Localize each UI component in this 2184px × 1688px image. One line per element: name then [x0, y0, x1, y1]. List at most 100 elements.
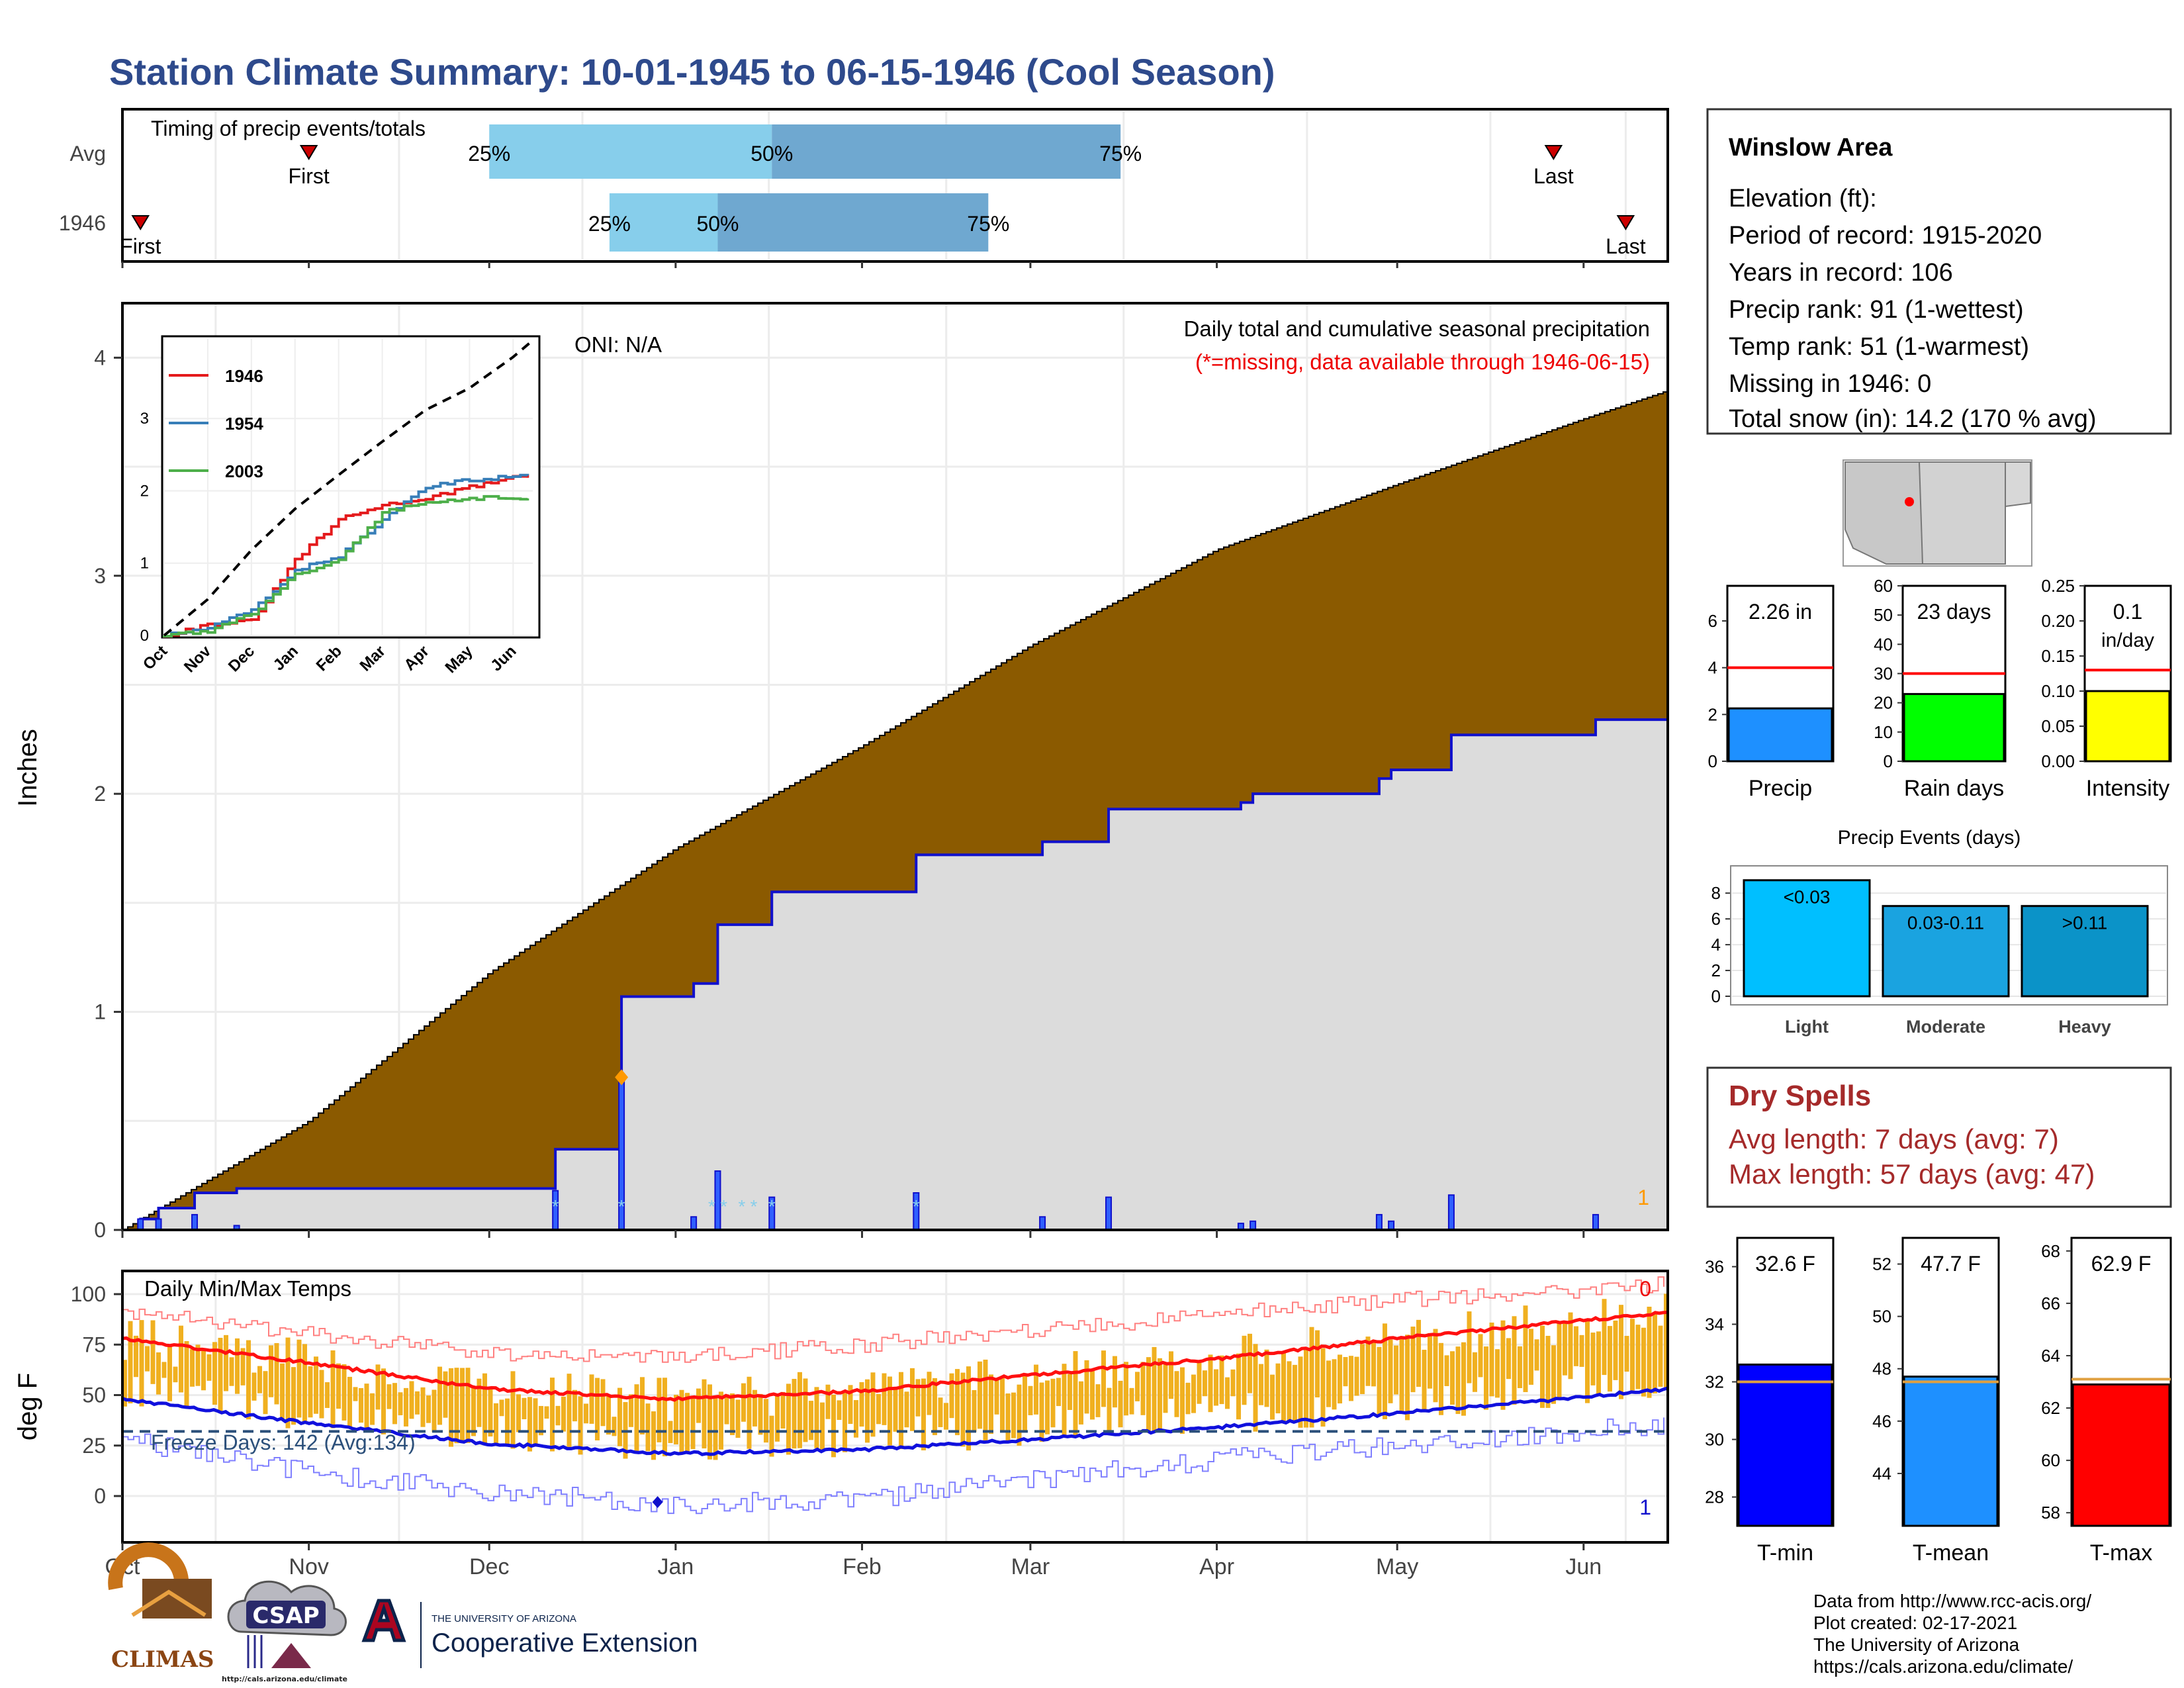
temp-daily-bar [314, 1356, 318, 1414]
timing-bar-lower-1 [609, 193, 718, 252]
temp-daily-bar [978, 1361, 982, 1429]
temp-daily-bar [1163, 1364, 1168, 1413]
station-total-snow: Total snow (in): 14.2 (170 % avg) [1729, 405, 2097, 433]
timing-first-label-1: First [120, 234, 161, 258]
events-bar-1 [1882, 905, 2010, 998]
ua-name: THE UNIVERSITY OF ARIZONA [432, 1613, 576, 1624]
temp-record-max-line [122, 1276, 1664, 1363]
temp-daily-bar [707, 1384, 712, 1460]
temp-summary-tick-label-2-2: 62 [2041, 1398, 2060, 1418]
month-label-2: Dec [469, 1554, 509, 1579]
temp-daily-bar [882, 1373, 887, 1425]
temp-avg-max-line [122, 1310, 1668, 1402]
temp-daily-bar [1371, 1340, 1376, 1387]
temp-daily-bar [1495, 1349, 1500, 1398]
temp-daily-bar [989, 1374, 993, 1434]
temp-summary-value-label-2: 62.9 F [2091, 1252, 2152, 1276]
temp-summary-tick-label-0-3: 34 [1705, 1315, 1724, 1335]
temp-daily-bar [955, 1369, 960, 1436]
temp-daily-bar [1304, 1348, 1308, 1428]
precip-daily-bar-0 [137, 1218, 144, 1231]
temp-summary-tick-label-1-1: 46 [1872, 1411, 1891, 1431]
temp-daily-bar [415, 1391, 420, 1415]
temp-daily-bar [1557, 1323, 1562, 1398]
dry-spells-max: Max length: 57 days (avg: 47) [1729, 1158, 2095, 1190]
temp-daily-bar [280, 1363, 285, 1420]
footer-data-source: Data from http://www.rcc-acis.org/ [1813, 1591, 2091, 1611]
station-elevation: Elevation (ft): [1729, 185, 1877, 212]
temp-daily-bar [1073, 1351, 1078, 1438]
temp-summary-value-bar-1 [1903, 1376, 1999, 1527]
precip-summary-value-label-2: 0.1 [2113, 600, 2142, 624]
timing-last-marker-0 [1544, 145, 1563, 160]
temp-daily-bar [595, 1378, 600, 1440]
temp-daily-bar [696, 1388, 701, 1423]
inset-ytick-1: 1 [140, 555, 149, 573]
events-title: Precip Events (days) [1838, 827, 2021, 849]
temp-summary-tick-label-1-2: 48 [1872, 1359, 1891, 1379]
ua-logo: THE UNIVERSITY OF ARIZONA Cooperative Ex… [361, 1599, 698, 1668]
temp-daily-bar [1084, 1360, 1089, 1414]
temp-daily-bar [285, 1337, 291, 1429]
precip-summary-tick-label-0-3: 6 [1708, 611, 1717, 631]
timing-p25-label-0: 25% [468, 142, 510, 165]
station-location-marker [1905, 497, 1914, 506]
station-info-frame [1706, 108, 2172, 435]
temp-daily-bar [1264, 1349, 1269, 1407]
temp-daily-bar [251, 1372, 257, 1401]
temp-daily-bar [1101, 1350, 1106, 1407]
temp-daily-bar [555, 1405, 561, 1426]
temp-daily-bar [713, 1395, 718, 1460]
temp-summary-value-label-1: 47.7 F [1921, 1252, 1981, 1276]
station-period: Period of record: 1915-2020 [1729, 222, 2042, 250]
temp-daily-bar [1422, 1350, 1427, 1412]
temp-daily-bar [1388, 1339, 1393, 1403]
temp-daily-bar [1338, 1354, 1342, 1404]
temp-daily-bar [1394, 1345, 1398, 1395]
temp-daily-bar [831, 1394, 836, 1458]
precip-missing-star-4: * [738, 1196, 745, 1217]
temp-daily-bar [983, 1359, 988, 1442]
temp-daily-bar [1028, 1385, 1033, 1415]
temp-daily-bar [1405, 1335, 1410, 1421]
events-tick-label-4: 8 [1711, 883, 1721, 903]
temp-daily-bar [645, 1403, 651, 1452]
precip-missing-count: 1 [1637, 1186, 1649, 1209]
precip-summary-axis-label-2: Intensity [2086, 776, 2170, 801]
precip-x-ticks [121, 261, 1585, 1238]
precip-ytick-label-3: 3 [94, 564, 106, 588]
temp-daily-bar [1275, 1363, 1281, 1414]
precip-summary-value-label-0: 2.26 in [1749, 600, 1812, 624]
precip-summary-tick-label-2-3: 0.15 [2041, 646, 2075, 666]
temp-daily-bar [392, 1383, 397, 1425]
timing-first-label-0: First [289, 164, 330, 188]
inset-ytick-3: 3 [140, 410, 149, 428]
precip-missing-star-1: * [618, 1196, 625, 1217]
temp-daily-bar [1585, 1319, 1590, 1403]
temp-daily-bar [1298, 1356, 1303, 1428]
oni-label: ONI: N/A [574, 332, 662, 357]
temp-daily-bar [224, 1335, 228, 1391]
precip-ytick-label-4: 4 [94, 346, 106, 369]
temp-daily-bar [606, 1396, 611, 1435]
temp-daily-bar [1478, 1334, 1483, 1378]
precip-summary-tick-label-1-1: 10 [1874, 722, 1893, 742]
map-state-new-mexico [1918, 461, 2006, 565]
precip-summary-tick-label-1-6: 60 [1874, 576, 1893, 596]
temp-record-min-line [122, 1417, 1664, 1515]
temp-summary-value-bar-2 [2071, 1383, 2171, 1527]
climas-wordmark: CLIMAS [111, 1646, 214, 1673]
temp-daily-bar [674, 1394, 678, 1444]
timing-bars: 25% 50% 75% First Last 25% 50% 75% First Last [120, 124, 1646, 258]
timing-bar-upper-0 [772, 124, 1121, 179]
precip-ytick-label-2: 2 [94, 782, 106, 806]
csap-url: http://cals.arizona.edu/climate [222, 1675, 347, 1683]
temp-daily-bar [341, 1364, 347, 1421]
page-title: Station Climate Summary: 10-01-1945 to 0… [109, 51, 1275, 93]
temp-daily-bar [1124, 1362, 1128, 1416]
temp-daily-bar [899, 1372, 903, 1450]
temp-daily-bar [460, 1368, 465, 1441]
precip-missing-star-3: * [720, 1196, 727, 1217]
temp-daily-bar [1011, 1392, 1016, 1438]
